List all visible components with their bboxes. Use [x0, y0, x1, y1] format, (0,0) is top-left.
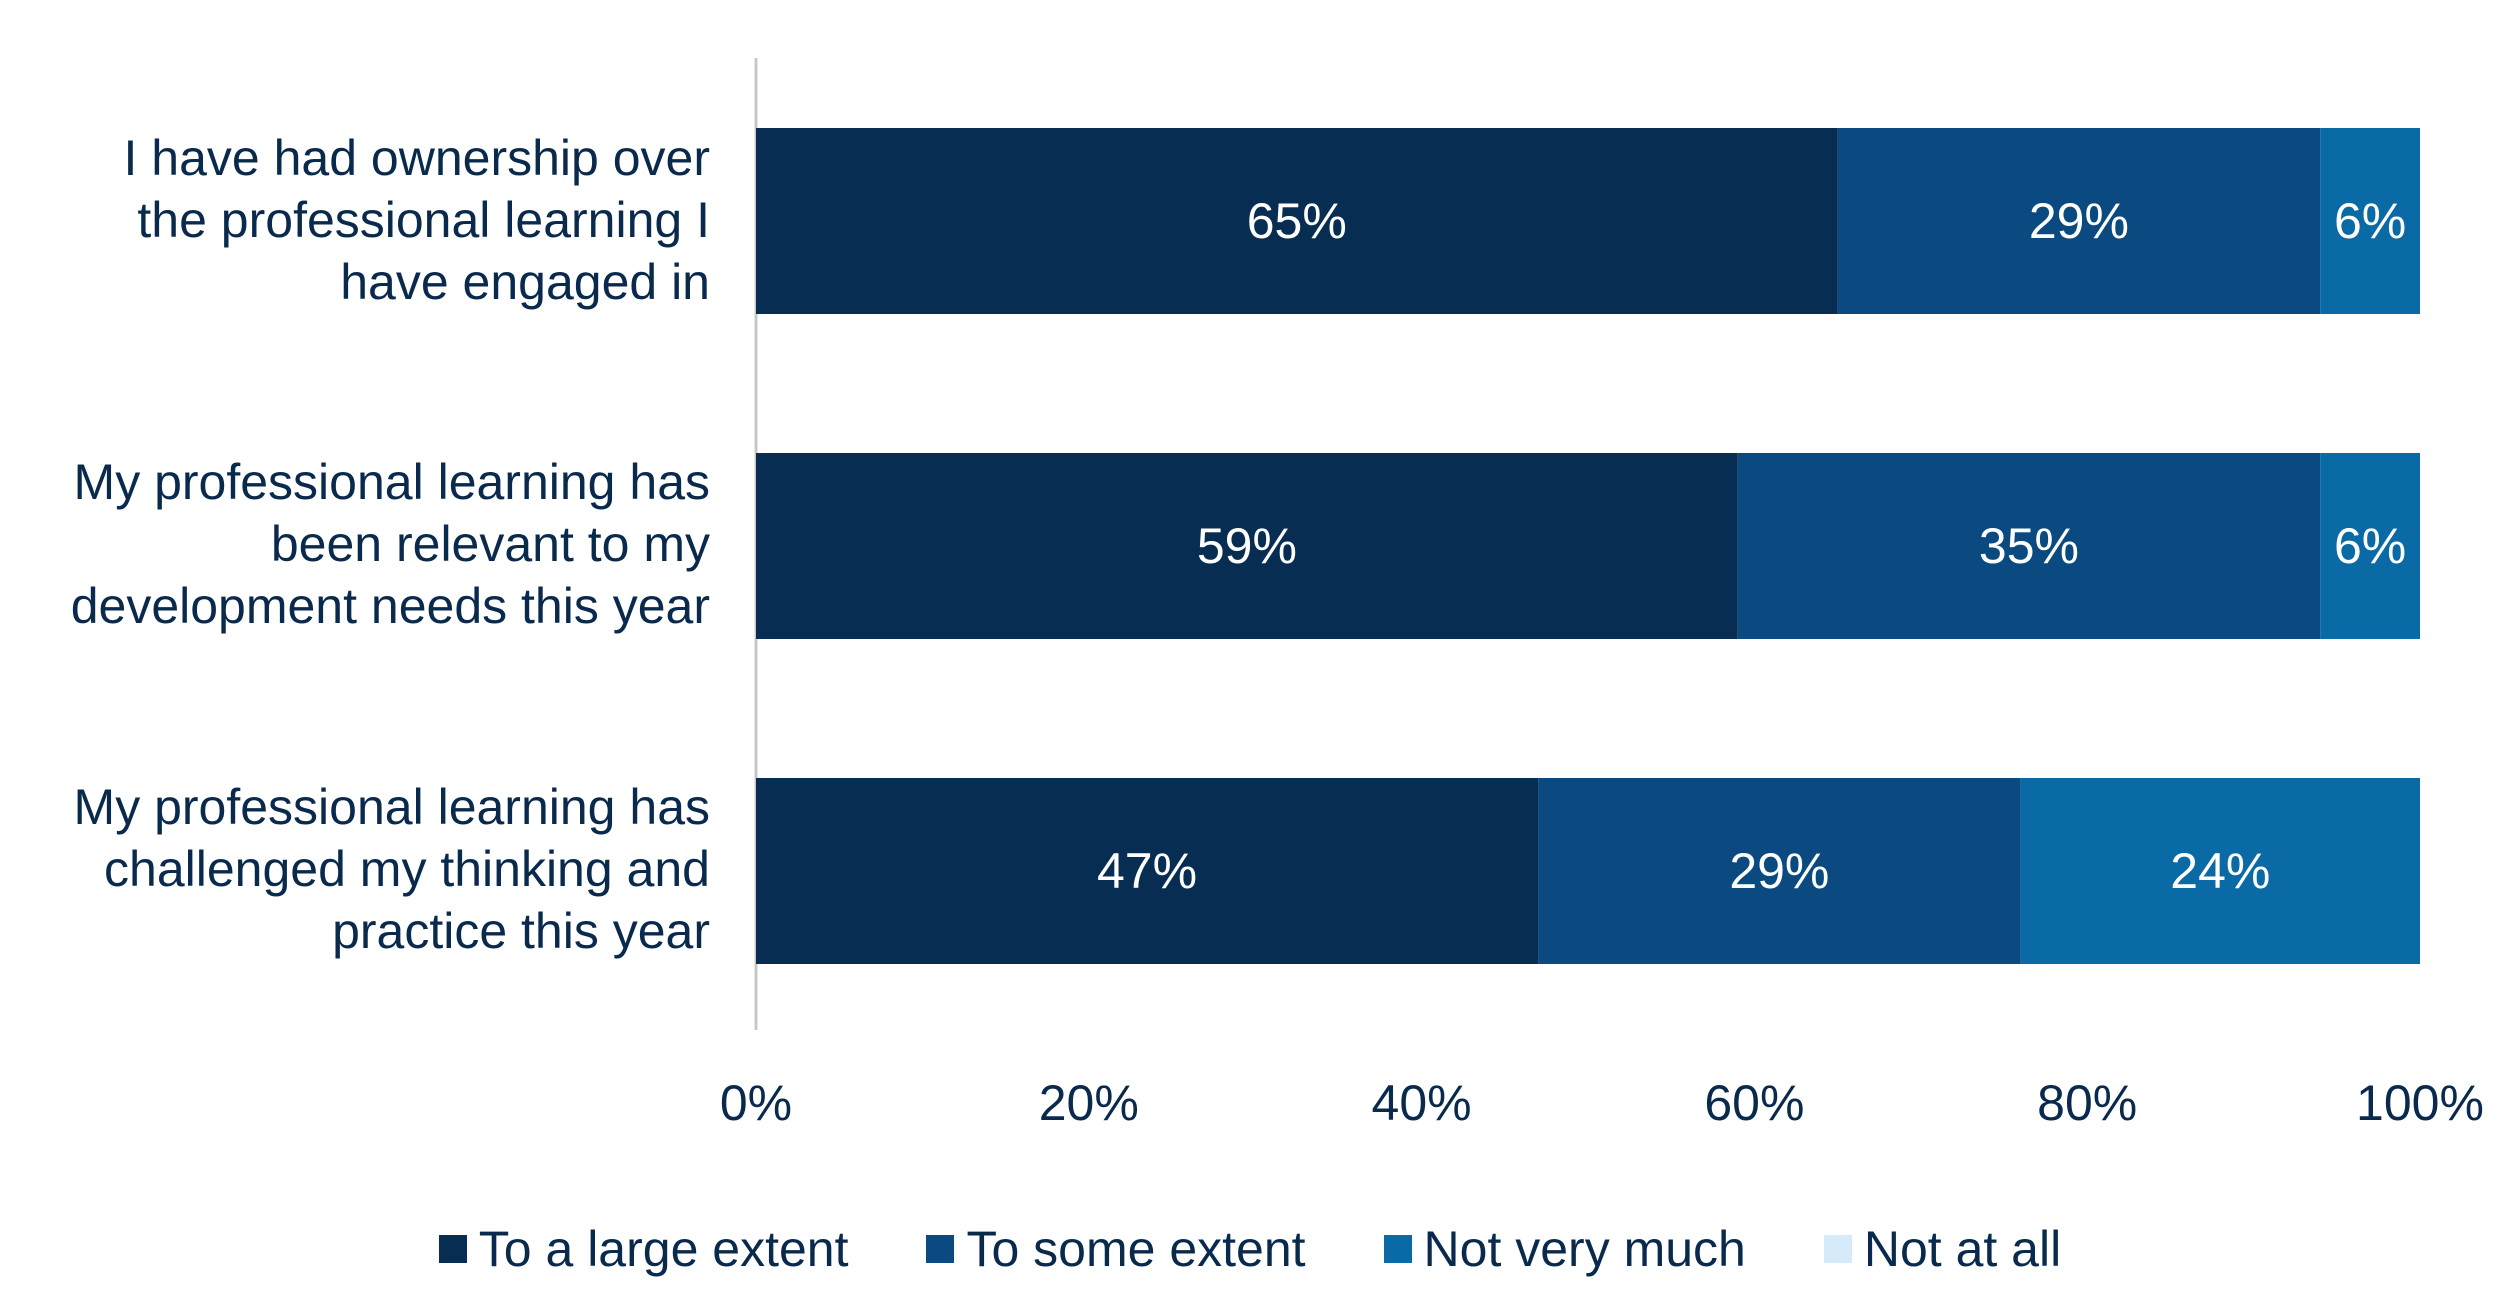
legend-label: Not at all [1863, 1221, 2062, 1277]
x-tick-label: 100% [2356, 1075, 2484, 1131]
data-label: 24% [2170, 843, 2270, 899]
data-label: 65% [1247, 193, 1347, 249]
legend-swatch [1823, 1235, 1852, 1263]
legend-swatch [1383, 1235, 1412, 1263]
data-label: 6% [2334, 193, 2406, 249]
x-tick-label: 0% [720, 1075, 792, 1131]
legend-label: Not very much [1423, 1221, 1746, 1277]
x-tick-label: 20% [1039, 1075, 1139, 1131]
data-label: 29% [2029, 193, 2129, 249]
legend-item: To some extent [926, 1220, 1306, 1278]
category-label: I have had ownership over the profession… [123, 130, 710, 310]
bar-segment [2020, 778, 2420, 964]
bar-segment [1837, 128, 2321, 314]
legend-swatch [438, 1235, 467, 1263]
bar-segment [2320, 128, 2420, 314]
data-label: 35% [1979, 518, 2079, 574]
legend-item: To a large extent [438, 1220, 849, 1278]
bar-segment [1737, 453, 2321, 639]
x-tick-label: 40% [1372, 1075, 1472, 1131]
x-axis-ticks: 0% 20% 40% 60% 80% 100% [720, 1075, 2484, 1131]
category-label: My professional learning has challenged … [73, 779, 710, 959]
data-label: 47% [1097, 843, 1197, 899]
legend-swatch [926, 1235, 955, 1263]
data-label: 29% [1729, 843, 1829, 899]
legend-item: Not very much [1383, 1220, 1746, 1278]
bar-segment [756, 453, 1738, 639]
data-label: 6% [2334, 518, 2406, 574]
x-tick-label: 60% [1704, 1075, 1804, 1131]
bar-segment [756, 128, 1838, 314]
category-label: My professional learning has been releva… [70, 454, 710, 634]
data-label: 59% [1197, 518, 1297, 574]
bar-segment [2320, 453, 2420, 639]
x-tick-label: 80% [2037, 1075, 2137, 1131]
legend-item: Not at all [1823, 1220, 2062, 1278]
legend-label: To some extent [966, 1221, 1306, 1277]
bar-segment [1538, 778, 2021, 964]
bar-segment [756, 778, 1539, 964]
legend-label: To a large extent [478, 1221, 849, 1277]
legend: To a large extent To some extent Not ver… [0, 1220, 2500, 1278]
bars-group: 65% 29% 6% 59% 35% 6% 47% 29% 24% [756, 128, 2420, 964]
